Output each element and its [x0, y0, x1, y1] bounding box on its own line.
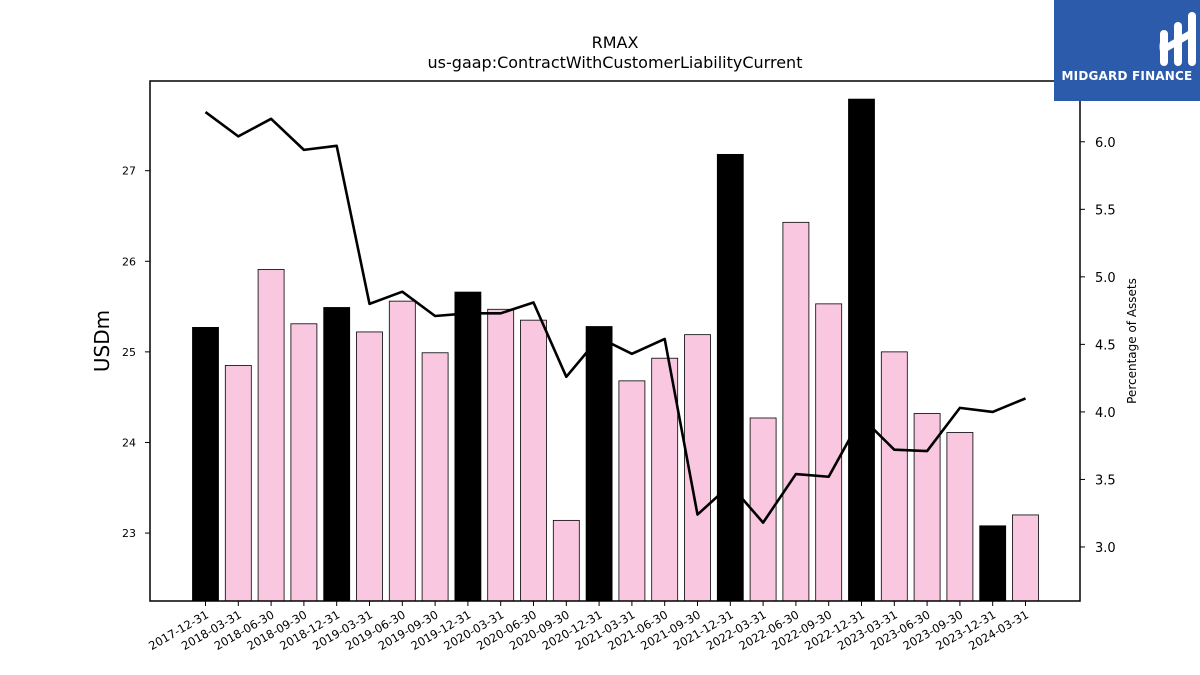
y-tick-label: 25 [122, 346, 136, 359]
y2-tick-label: 4.0 [1095, 406, 1116, 421]
bar-2019-09-30 [421, 352, 449, 602]
bar-2023-06-30 [913, 413, 941, 602]
y2-tick-label: 5.0 [1095, 271, 1116, 286]
bar-2018-12-31 [323, 307, 351, 602]
plot-frame [149, 80, 1081, 602]
y2-axis-label: Percentage of Assets [1125, 278, 1139, 404]
pct-assets-line [204, 111, 1026, 524]
bar-2023-09-30 [946, 432, 974, 602]
x-axis: 2017-12-312018-03-312018-06-302018-09-30… [146, 601, 1031, 653]
bar-2020-03-31 [487, 308, 515, 602]
bar-2018-06-30 [257, 269, 285, 602]
y-tick-label: 26 [122, 255, 136, 268]
bar-2023-12-31 [979, 525, 1007, 602]
bar-2017-12-31 [192, 327, 219, 602]
y-axis-left: 23 24 25 26 27 [122, 165, 150, 540]
bar-2021-12-31 [716, 153, 744, 602]
y2-tick-label: 4.5 [1095, 338, 1116, 353]
chart-subtitle: us-gaap:ContractWithCustomerLiabilityCur… [428, 53, 803, 72]
y2-tick-label: 5.5 [1095, 203, 1116, 218]
bar-2019-12-31 [454, 291, 482, 602]
y-tick-label: 23 [122, 527, 136, 540]
y-tick-label: 24 [122, 436, 136, 449]
bar-2021-03-31 [618, 380, 646, 602]
bar-2019-06-30 [388, 300, 416, 602]
bar-2023-03-31 [880, 351, 908, 602]
bar-2021-06-30 [651, 357, 679, 602]
bar-2019-03-31 [356, 331, 383, 602]
bar-2024-03-31 [1012, 514, 1039, 602]
brand-name: MIDGARD FINANCE [1061, 69, 1193, 83]
y-axis-right: 3.0 3.5 4.0 4.5 5.0 5.5 6.0 [1080, 136, 1116, 556]
y2-tick-label: 6.0 [1095, 136, 1116, 151]
y-axis-label: USDm [90, 310, 114, 372]
y2-tick-label: 3.0 [1095, 541, 1116, 556]
y2-tick-label: 3.5 [1095, 473, 1116, 488]
brand-logo: MIDGARD FINANCE [1054, 0, 1200, 101]
bar-2018-09-30 [290, 323, 318, 602]
chart-title: RMAX [592, 33, 639, 52]
bar-2022-12-31 [848, 98, 875, 602]
bar-2020-09-30 [552, 519, 580, 602]
bar-2022-06-30 [782, 221, 810, 602]
bar-2020-06-30 [520, 319, 547, 602]
bar-2022-09-30 [815, 303, 843, 602]
y-tick-label: 27 [122, 165, 136, 178]
midgard-logo-icon [1159, 12, 1196, 66]
bar-2018-03-31 [224, 365, 252, 602]
bar-2020-12-31 [585, 326, 613, 602]
line-layer [204, 111, 1026, 524]
bars-layer [192, 98, 1039, 602]
